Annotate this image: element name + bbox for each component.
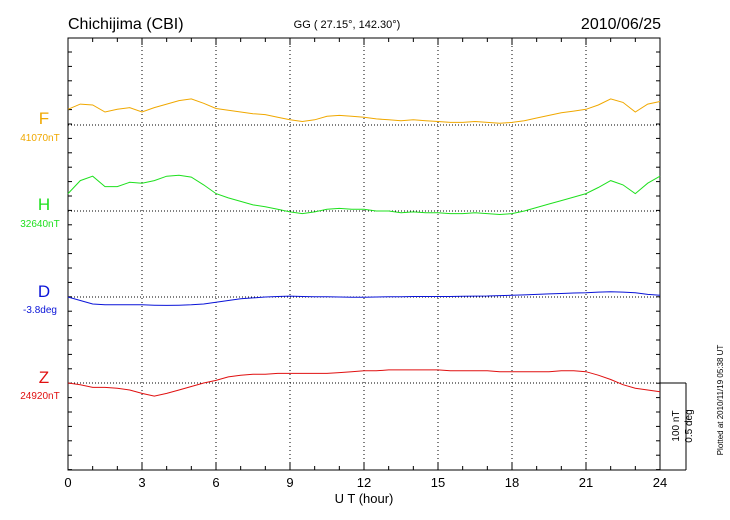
x-tick-label-0: 0	[64, 475, 71, 490]
series-name-h: H	[38, 195, 50, 214]
x-tick-label-3: 3	[138, 475, 145, 490]
scale-bar: 100 nT 0.5 deg	[660, 382, 695, 471]
grid-layer	[141, 38, 587, 470]
ticks-layer: 0 3 6 9 12 15 18 21 24	[64, 38, 667, 490]
labels-layer: F 41070nT H 32640nT D -3.8deg Z 24920nT	[20, 109, 59, 402]
series-line-d	[67, 291, 661, 306]
x-tick-label-9: 9	[286, 475, 293, 490]
series-line-f	[67, 98, 661, 124]
series-name-f: F	[39, 109, 49, 128]
scale-label-nt: 100 nT	[671, 410, 682, 441]
station-title: Chichijima (CBI)	[68, 16, 184, 33]
x-tick-label-21: 21	[579, 475, 593, 490]
x-tick-label-12: 12	[357, 475, 371, 490]
series-layer	[67, 98, 661, 397]
series-line-h	[67, 174, 661, 216]
plotted-note: Plotted at 2010/11/19 05:38 UT	[716, 345, 725, 456]
series-baseline-h: 32640nT	[20, 219, 59, 230]
series-name-z: Z	[39, 368, 49, 387]
chart-date: 2010/06/25	[581, 16, 661, 33]
series-name-d: D	[38, 282, 50, 301]
x-tick-label-18: 18	[505, 475, 519, 490]
x-tick-label-6: 6	[212, 475, 219, 490]
x-tick-label-24: 24	[653, 475, 667, 490]
series-baseline-f: 41070nT	[20, 133, 59, 144]
x-axis-label: U T (hour)	[335, 491, 394, 506]
station-coords: GG ( 27.15°, 142.30°)	[294, 19, 401, 31]
x-tick-label-15: 15	[431, 475, 445, 490]
scale-label-deg: 0.5 deg	[684, 409, 695, 442]
series-line-z	[67, 369, 661, 397]
series-baseline-d: -3.8deg	[23, 305, 57, 316]
series-baseline-z: 24920nT	[20, 391, 59, 402]
